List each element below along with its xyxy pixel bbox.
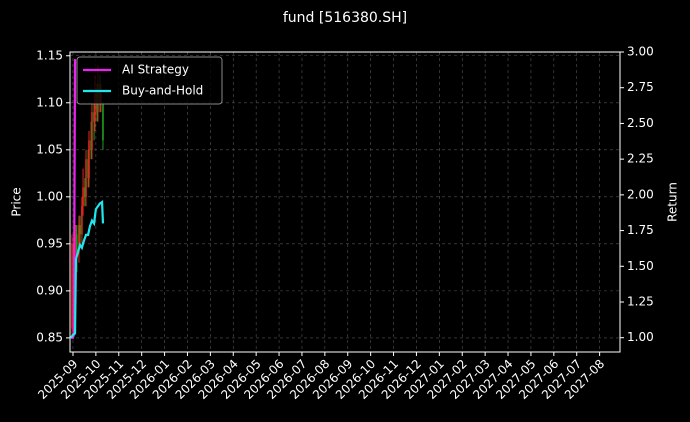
candle-body xyxy=(87,159,89,179)
y2-tick-label: 2.50 xyxy=(627,116,654,130)
candle-body xyxy=(79,225,81,235)
y-tick-label: 1.00 xyxy=(36,189,63,203)
candle-body xyxy=(82,187,84,207)
legend-label: Buy-and-Hold xyxy=(122,84,203,98)
candle-body xyxy=(94,93,96,122)
y2-tick-label: 2.75 xyxy=(627,80,654,94)
y2-tick-label: 2.25 xyxy=(627,152,654,166)
y-tick-label: 0.95 xyxy=(36,236,63,250)
candle-body xyxy=(71,243,73,329)
y-tick-label: 0.85 xyxy=(36,330,63,344)
candle-body xyxy=(78,225,80,254)
candle-body xyxy=(88,140,90,179)
y-tick-label: 1.15 xyxy=(36,48,63,62)
y-tick-label: 1.10 xyxy=(36,95,63,109)
y2-tick-label: 3.00 xyxy=(627,45,654,59)
plot-frame xyxy=(69,51,621,353)
candle-body xyxy=(85,159,87,197)
line-series xyxy=(70,199,105,339)
y2-tick-label: 2.00 xyxy=(627,187,654,201)
candle-body xyxy=(76,234,78,254)
y2-tick-label: 1.75 xyxy=(627,223,654,237)
candle-body xyxy=(93,112,95,122)
candle-body xyxy=(81,206,83,235)
y-axis-label: Price xyxy=(10,187,24,216)
y2-tick-label: 1.25 xyxy=(627,295,654,309)
candle-body xyxy=(91,112,93,150)
chart-title: fund [516380.SH] xyxy=(283,10,407,26)
y2-tick-label: 1.50 xyxy=(627,259,654,273)
y2-axis-label: Return xyxy=(666,182,680,222)
legend-label: AI Strategy xyxy=(122,63,189,77)
legend-box xyxy=(76,56,223,105)
candle-body xyxy=(75,234,77,263)
y2-tick-label: 1.00 xyxy=(627,330,654,344)
candle-body xyxy=(84,187,86,197)
candle-body xyxy=(90,140,92,150)
y-tick-label: 1.05 xyxy=(36,142,63,156)
y-tick-label: 0.90 xyxy=(36,283,63,297)
candle-body xyxy=(102,102,104,141)
